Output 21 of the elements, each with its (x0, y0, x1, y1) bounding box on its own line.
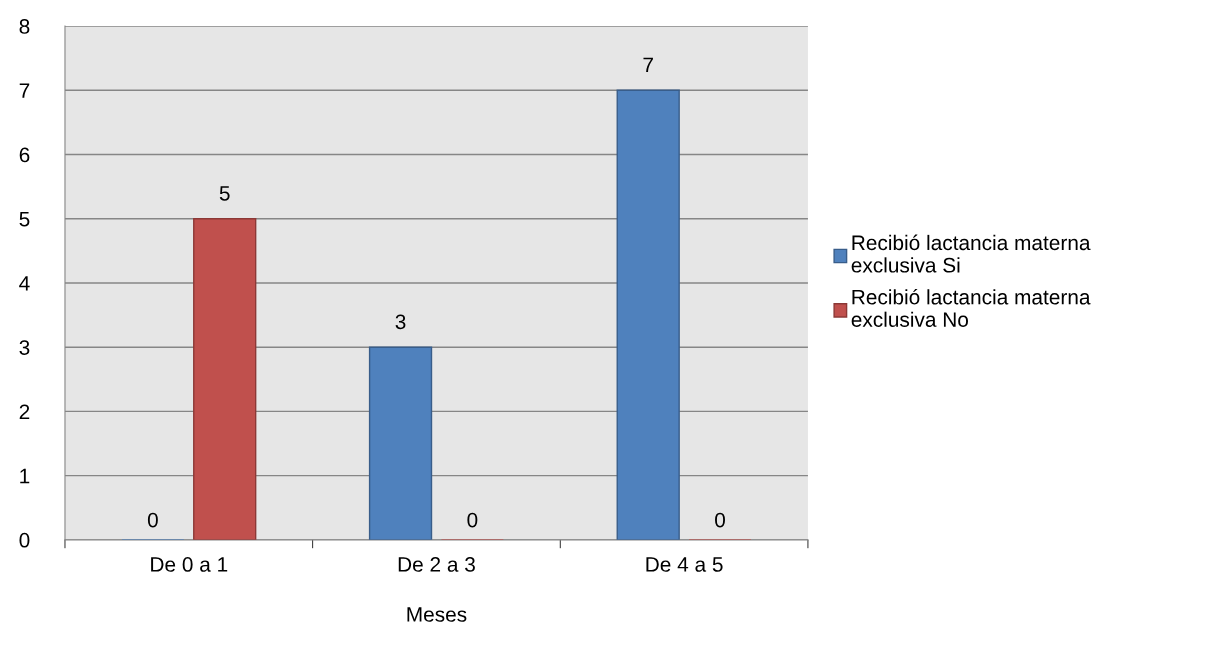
data-label: 7 (643, 57, 653, 73)
x-tick-label: De 2 a 3 (398, 557, 475, 572)
y-tick-label: 0 (19, 532, 30, 548)
y-tick-label: 2 (19, 404, 30, 419)
y-tick-label: 8 (19, 19, 30, 34)
data-label: 3 (395, 314, 406, 330)
data-label: 0 (715, 512, 725, 528)
y-tick-label: 7 (19, 83, 30, 98)
y-tick-label: 6 (19, 147, 30, 163)
data-label: 0 (467, 512, 478, 528)
data-label: 0 (147, 512, 158, 528)
x-tick-label: De 0 a 1 (151, 557, 228, 572)
legend-label: Recibió lactancia materna exclusiva No (851, 288, 1091, 327)
y-tick-label: 1 (20, 468, 30, 484)
y-tick-label: 4 (19, 276, 30, 291)
y-tick-label: 3 (19, 340, 30, 355)
legend-label: Recibió lactancia materna exclusiva Si (851, 234, 1091, 273)
data-label: 5 (219, 186, 230, 201)
x-tick-label: De 4 a 5 (646, 557, 723, 572)
y-tick-label: 5 (19, 211, 30, 227)
x-axis-title: Meses (407, 607, 467, 622)
